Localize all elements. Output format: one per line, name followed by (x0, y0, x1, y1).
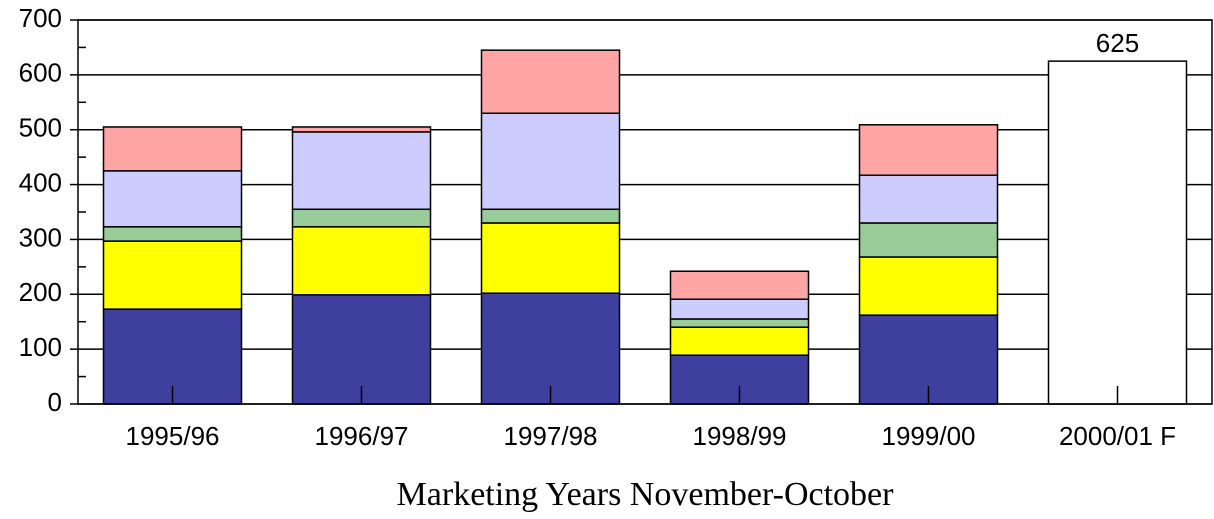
y-tick-label: 400 (19, 167, 62, 197)
x-tick-label: 2000/01 F (1059, 421, 1176, 451)
bar-segment (291, 226, 432, 296)
bar-segment (102, 226, 243, 242)
x-tick-label: 1997/98 (504, 421, 598, 451)
y-tick-label: 100 (19, 332, 62, 362)
bar-segment (669, 318, 810, 328)
x-tick-label: 1996/97 (315, 421, 409, 451)
bar-segment (291, 294, 432, 405)
y-tick-label: 300 (19, 222, 62, 252)
bar-segment (858, 124, 999, 176)
bar-segment (669, 326, 810, 356)
y-tick-label: 200 (19, 277, 62, 307)
bar-segment (480, 222, 621, 294)
bar-segment (669, 270, 810, 300)
bar-segment (291, 126, 432, 133)
value-label: 625 (1096, 28, 1139, 58)
bar-segment (102, 126, 243, 172)
bar-segment (291, 131, 432, 211)
x-tick-label: 1998/99 (693, 421, 787, 451)
bar-segment (858, 222, 999, 258)
bar-segment (1047, 60, 1188, 405)
x-tick-label: 1995/96 (126, 421, 220, 451)
bar-segment (102, 240, 243, 310)
bar-segment (858, 174, 999, 224)
x-tick-label: 1999/00 (882, 421, 976, 451)
bar-segment (669, 298, 810, 320)
bar-segment (480, 208, 621, 224)
bar-segment (480, 112, 621, 211)
bar-segment (291, 208, 432, 228)
bar-segment (480, 49, 621, 115)
bar-segment (858, 256, 999, 316)
y-tick-label: 0 (48, 387, 62, 417)
y-tick-label: 500 (19, 113, 62, 143)
y-tick-label: 600 (19, 58, 62, 88)
y-tick-label: 700 (19, 3, 62, 33)
bar-segment (102, 170, 243, 228)
x-axis-title: Marketing Years November-October (397, 476, 895, 513)
plot-border (77, 19, 1213, 405)
